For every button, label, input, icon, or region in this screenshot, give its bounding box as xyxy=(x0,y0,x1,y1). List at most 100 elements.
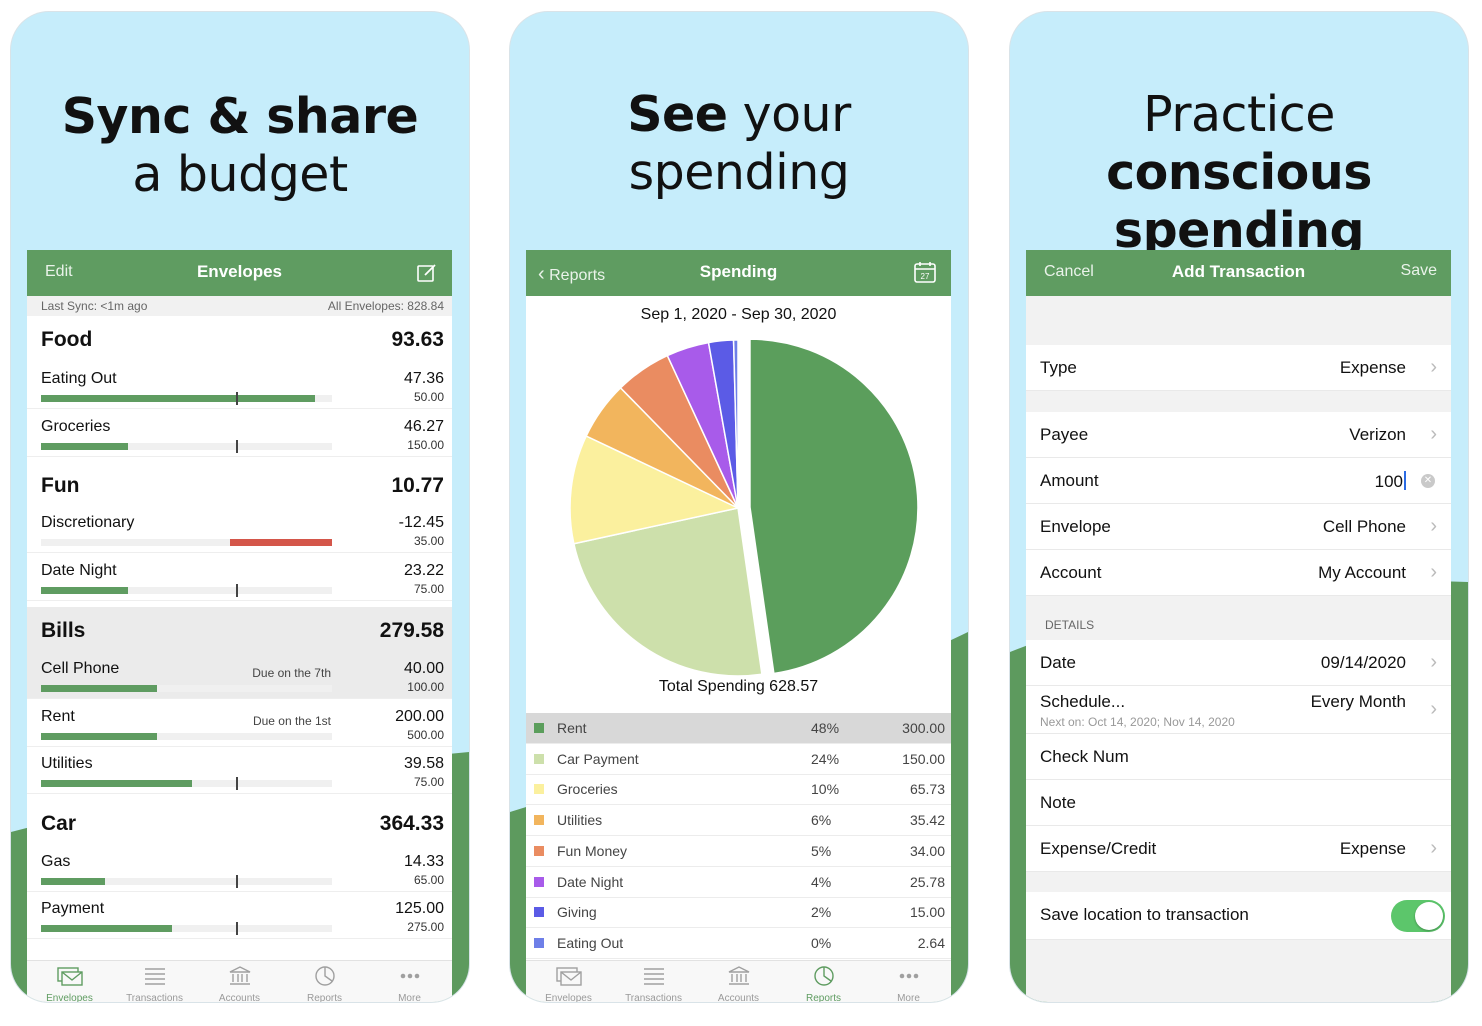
envelope-balance: -12.45 xyxy=(398,514,444,531)
progress-track xyxy=(41,922,332,935)
clear-icon[interactable]: ✕ xyxy=(1421,474,1435,488)
envelope-row[interactable]: Groceries 46.27 150.00 xyxy=(27,410,452,457)
nav-title: Spending xyxy=(699,262,778,281)
envelope-budget: 150.00 xyxy=(407,438,444,452)
pie-slice-groceries[interactable] xyxy=(569,435,741,545)
pie-slice-eating-out[interactable] xyxy=(732,339,739,509)
type-value: Expense xyxy=(1339,358,1406,377)
envelope-group-header[interactable]: Food 93.63 xyxy=(27,316,452,362)
tab-bar: Envelopes Transactions Accounts Reports More xyxy=(526,960,951,1002)
tab-label: More xyxy=(897,993,920,1002)
legend-row[interactable]: Groceries 10% 65.73 xyxy=(526,774,951,806)
all-envelopes-total: All Envelopes: 828.84 xyxy=(327,299,444,313)
tab-transactions[interactable]: Transactions xyxy=(112,965,197,1002)
compose-icon[interactable] xyxy=(416,262,438,289)
progress-track xyxy=(41,584,332,597)
envelope-balance: 14.33 xyxy=(403,853,444,870)
back-label: Reports xyxy=(549,267,606,284)
envelope-name: Date Night xyxy=(41,562,117,579)
group-total: 93.63 xyxy=(391,328,444,351)
pie-slice-rent[interactable] xyxy=(749,338,919,675)
promo-card-spending: See your spending ‹ Reports Spending 27 … xyxy=(510,12,968,1002)
legend-row[interactable]: Giving 2% 15.00 xyxy=(526,897,951,929)
envelope-budget: 500.00 xyxy=(407,728,444,742)
tab-envelopes[interactable]: Envelopes xyxy=(526,965,611,1002)
envelope-name: Discretionary xyxy=(41,514,135,531)
legend-row[interactable]: Rent 48% 300.00 xyxy=(526,713,951,744)
progress-track xyxy=(41,875,332,888)
schedule-label: Schedule... xyxy=(1040,692,1126,711)
account-row[interactable]: Account My Account › xyxy=(1026,550,1451,596)
tab-more[interactable]: More xyxy=(367,965,452,1002)
note-label: Note xyxy=(1040,793,1076,812)
tab-envelopes[interactable]: Envelopes xyxy=(27,965,112,1002)
legend-percent: 2% xyxy=(811,904,832,921)
payee-label: Payee xyxy=(1040,425,1089,444)
progress-fill xyxy=(41,685,158,692)
payee-row[interactable]: Payee Verizon › xyxy=(1026,412,1451,458)
envelope-row[interactable]: Discretionary -12.45 35.00 xyxy=(27,506,452,553)
amount-input[interactable]: 100 xyxy=(1375,471,1406,492)
legend-row[interactable]: Utilities 6% 35.42 xyxy=(526,805,951,837)
progress-fill xyxy=(41,925,172,932)
add-transaction-screen: Cancel Add Transaction Save Type Expense… xyxy=(1026,250,1451,1002)
envelope-row[interactable]: Date Night 23.22 75.00 xyxy=(27,554,452,601)
schedule-value: Every Month xyxy=(1310,692,1406,711)
progress-fill xyxy=(41,443,129,450)
envelope-row[interactable]: Gas 14.33 65.00 xyxy=(27,845,452,892)
tab-label: Envelopes xyxy=(545,993,592,1002)
expense-credit-row[interactable]: Expense/Credit Expense › xyxy=(1026,826,1451,872)
envelope-row[interactable]: Eating Out 47.36 50.00 xyxy=(27,362,452,409)
legend-value: 65.73 xyxy=(909,781,945,798)
envelope-group-header[interactable]: Fun 10.77 xyxy=(27,462,452,508)
promo-card-transaction: Practice conscious spending Cancel Add T… xyxy=(1010,12,1468,1002)
tab-reports[interactable]: Reports xyxy=(781,965,866,1002)
save-button[interactable]: Save xyxy=(1400,262,1437,279)
edit-button[interactable]: Edit xyxy=(45,263,73,280)
envelope-row[interactable]: Envelope Cell Phone › xyxy=(1026,504,1451,550)
check-num-row[interactable]: Check Num xyxy=(1026,734,1451,780)
schedule-row[interactable]: Schedule... Every Month Next on: Oct 14,… xyxy=(1026,686,1451,734)
envelope-balance: 46.27 xyxy=(403,418,444,435)
envelope-row[interactable]: Utilities 39.58 75.00 xyxy=(27,747,452,794)
last-sync: Last Sync: <1m ago xyxy=(41,299,148,313)
tab-more[interactable]: More xyxy=(866,965,951,1002)
tab-reports[interactable]: Reports xyxy=(282,965,367,1002)
envelope-group-header[interactable]: Car 364.33 xyxy=(27,800,452,846)
save-location-toggle[interactable] xyxy=(1391,900,1445,932)
amount-row[interactable]: Amount 100 ✕ xyxy=(1026,458,1451,504)
envelope-balance: 39.58 xyxy=(403,755,444,772)
headline-line-2: spending xyxy=(1113,202,1365,259)
type-row[interactable]: Type Expense › xyxy=(1026,345,1451,391)
progress-track xyxy=(41,733,332,740)
cancel-button[interactable]: Cancel xyxy=(1044,263,1094,280)
schedule-next-dates: Next on: Oct 14, 2020; Nov 14, 2020 xyxy=(1040,715,1235,729)
today-marker xyxy=(235,440,238,453)
legend-value: 150.00 xyxy=(902,750,945,767)
due-date: Due on the 7th xyxy=(252,666,331,680)
legend-row[interactable]: Fun Money 5% 34.00 xyxy=(526,836,951,867)
envelope-row[interactable]: Payment 125.00 275.00 xyxy=(27,892,452,939)
legend-percent: 10% xyxy=(811,781,840,798)
envelope-group-header[interactable]: Bills 279.58 xyxy=(27,607,452,653)
date-row[interactable]: Date 09/14/2020 › xyxy=(1026,640,1451,686)
envelope-row[interactable]: Cell Phone Due on the 7th 40.00 100.00 xyxy=(27,652,452,699)
tab-transactions[interactable]: Transactions xyxy=(611,965,696,1002)
back-button[interactable]: ‹ Reports xyxy=(538,263,605,286)
spending-pie-chart[interactable] xyxy=(562,338,922,678)
legend-row[interactable]: Eating Out 0% 2.64 xyxy=(526,928,951,959)
calendar-day: 27 xyxy=(921,272,930,281)
envelope-budget: 75.00 xyxy=(413,775,444,789)
check-num-label: Check Num xyxy=(1040,747,1129,766)
note-row[interactable]: Note xyxy=(1026,780,1451,826)
tab-accounts[interactable]: Accounts xyxy=(696,965,781,1002)
legend-row[interactable]: Car Payment 24% 150.00 xyxy=(526,744,951,775)
tab-accounts[interactable]: Accounts xyxy=(197,965,282,1002)
calendar-icon[interactable]: 27 xyxy=(913,260,937,289)
date-value: 09/14/2020 xyxy=(1320,653,1406,672)
envelope-row[interactable]: Rent Due on the 1st 200.00 500.00 xyxy=(27,700,452,747)
legend-row[interactable]: Date Night 4% 25.78 xyxy=(526,867,951,898)
progress-fill xyxy=(41,780,193,787)
amount-value: 100 xyxy=(1374,472,1403,491)
pie-slice-car-payment[interactable] xyxy=(572,507,763,677)
